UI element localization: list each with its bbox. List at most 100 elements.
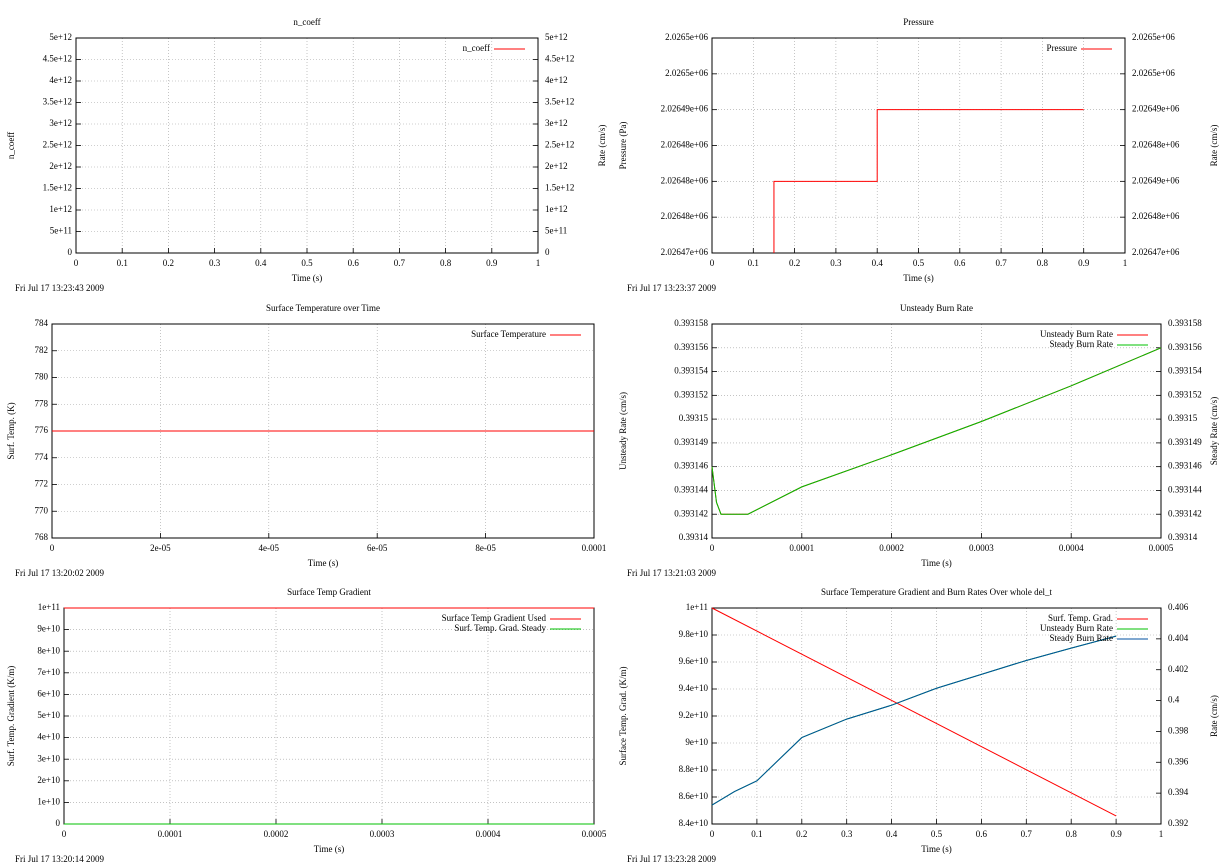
chart-title: Surface Temperature over Time: [266, 303, 380, 313]
series-line: [711, 635, 1117, 806]
legend-label: Steady Burn Rate: [1050, 633, 1114, 643]
plot-frame: [711, 323, 1162, 539]
y-tick-label: 2e+12: [49, 161, 72, 171]
y-axis-label: Unsteady Rate (cm/s): [618, 392, 628, 470]
y2-tick-label: 2.0265e+06: [1132, 68, 1175, 78]
y2-tick-label: 0.39315: [1168, 413, 1198, 423]
y-tick-label: 0.393146: [674, 461, 708, 471]
x-tick-label: 0.0002: [879, 543, 904, 553]
legend-label: Surf. Temp. Grad. Steady: [454, 623, 546, 633]
y-tick-label: 5e+10: [37, 710, 60, 720]
x-tick-label: 2e-05: [150, 543, 171, 553]
y2-tick-label: 2.02648e+06: [1132, 140, 1180, 150]
y-tick-label: 8.6e+10: [679, 791, 709, 801]
x-tick-label: 0: [74, 258, 79, 268]
series-line: [711, 347, 1162, 515]
y-tick-label: 9.4e+10: [679, 683, 709, 693]
y-tick-label: 8.8e+10: [679, 764, 709, 774]
x-tick-label: 8e-05: [475, 543, 496, 553]
y2-tick-label: 0.393144: [1168, 485, 1202, 495]
y2-axis-label: Rate (cm/s): [1209, 695, 1219, 737]
x-axis-label: Time (s): [292, 273, 322, 283]
series-line: [711, 347, 1162, 515]
y-tick-label: 0: [56, 818, 61, 828]
y-tick-label: 784: [35, 318, 49, 328]
y2-tick-label: 0.393154: [1168, 366, 1202, 376]
y2-tick-label: 0.393142: [1168, 508, 1202, 518]
legend-label: Unsteady Burn Rate: [1040, 329, 1113, 339]
y-tick-label: 768: [35, 532, 49, 542]
x-tick-label: 0.0004: [476, 829, 501, 839]
x-tick-label: 0.5: [913, 258, 925, 268]
y-tick-label: 0.393156: [674, 342, 708, 352]
legend-label: Surface Temp Gradient Used: [442, 613, 547, 623]
y-tick-label: 774: [35, 452, 49, 462]
y-tick-label: 0.39315: [679, 413, 709, 423]
y2-tick-label: 0.393156: [1168, 342, 1202, 352]
chart-title: Surface Temp Gradient: [287, 587, 371, 597]
x-tick-label: 0.9: [486, 258, 498, 268]
plot-frame: [75, 37, 539, 254]
y2-axis-label: Rate (cm/s): [1209, 125, 1219, 167]
y2-tick-label: 0.4: [1168, 695, 1180, 705]
y-tick-label: 0.393142: [674, 508, 708, 518]
x-tick-label: 0.3: [830, 258, 842, 268]
y-tick-label: 0.393149: [674, 437, 708, 447]
y-tick-label: 770: [35, 505, 49, 515]
y-tick-label: 9.6e+10: [679, 656, 709, 666]
y2-tick-label: 1.5e+12: [545, 183, 574, 193]
y-tick-label: 2.02648e+06: [661, 211, 709, 221]
y2-tick-label: 3e+12: [545, 118, 568, 128]
y2-tick-label: 0.402: [1168, 664, 1188, 674]
y-tick-label: 9e+10: [685, 737, 708, 747]
y-tick-label: 5e+12: [49, 32, 72, 42]
y-tick-label: 4e+10: [37, 732, 60, 742]
y2-tick-label: 4.5e+12: [545, 54, 574, 64]
y-tick-label: 2e+10: [37, 775, 60, 785]
y-axis-label: Surf. Temp. Gradient (K/m): [6, 666, 16, 766]
x-tick-label: 1: [1123, 258, 1128, 268]
y-tick-label: 780: [35, 372, 49, 382]
y-tick-label: 2.0265e+06: [665, 32, 708, 42]
series-line: [711, 607, 1117, 817]
y-tick-label: 778: [35, 398, 49, 408]
chart-title: Pressure: [903, 17, 934, 27]
y-tick-label: 1e+11: [686, 602, 708, 612]
x-axis-label: Time (s): [314, 844, 344, 854]
y2-tick-label: 2.0265e+06: [1132, 32, 1175, 42]
timestamp: Fri Jul 17 13:23:37 2009: [627, 283, 717, 293]
x-axis-label: Time (s): [308, 558, 338, 568]
x-tick-label: 1: [536, 258, 541, 268]
x-tick-label: 0: [710, 258, 715, 268]
legend-label: Pressure: [1047, 43, 1078, 53]
x-tick-label: 0.7: [394, 258, 406, 268]
x-tick-label: 0.2: [163, 258, 174, 268]
timestamp: Fri Jul 17 13:23:28 2009: [627, 854, 717, 864]
y-tick-label: 0.393152: [674, 389, 708, 399]
y-tick-label: 9e+10: [37, 624, 60, 634]
series-line: [711, 635, 1117, 806]
x-tick-label: 0: [710, 829, 715, 839]
x-tick-label: 0.5: [931, 829, 943, 839]
y-tick-label: 1.5e+12: [43, 183, 72, 193]
y2-tick-label: 2.02649e+06: [1132, 175, 1180, 185]
y2-tick-label: 2e+12: [545, 161, 568, 171]
x-tick-label: 0: [710, 543, 715, 553]
x-tick-label: 0.4: [872, 258, 884, 268]
y-tick-label: 3e+10: [37, 753, 60, 763]
x-tick-label: 0.2: [796, 829, 807, 839]
y-axis-label: Surf. Temp. (K): [6, 402, 16, 459]
y-tick-label: 1e+10: [37, 796, 60, 806]
y-tick-label: 2.0265e+06: [665, 68, 708, 78]
x-axis-label: Time (s): [921, 558, 951, 568]
y2-tick-label: 1e+12: [545, 204, 568, 214]
x-tick-label: 0.7: [1021, 829, 1033, 839]
y2-tick-label: 0: [545, 247, 550, 257]
y-tick-label: 4.5e+12: [43, 54, 72, 64]
chart-title: n_coeff: [293, 17, 320, 27]
x-axis-label: Time (s): [921, 844, 951, 854]
y2-tick-label: 2.02648e+06: [1132, 211, 1180, 221]
y-tick-label: 0.393144: [674, 485, 708, 495]
x-tick-label: 0.6: [976, 829, 988, 839]
plot-frame: [711, 607, 1162, 825]
